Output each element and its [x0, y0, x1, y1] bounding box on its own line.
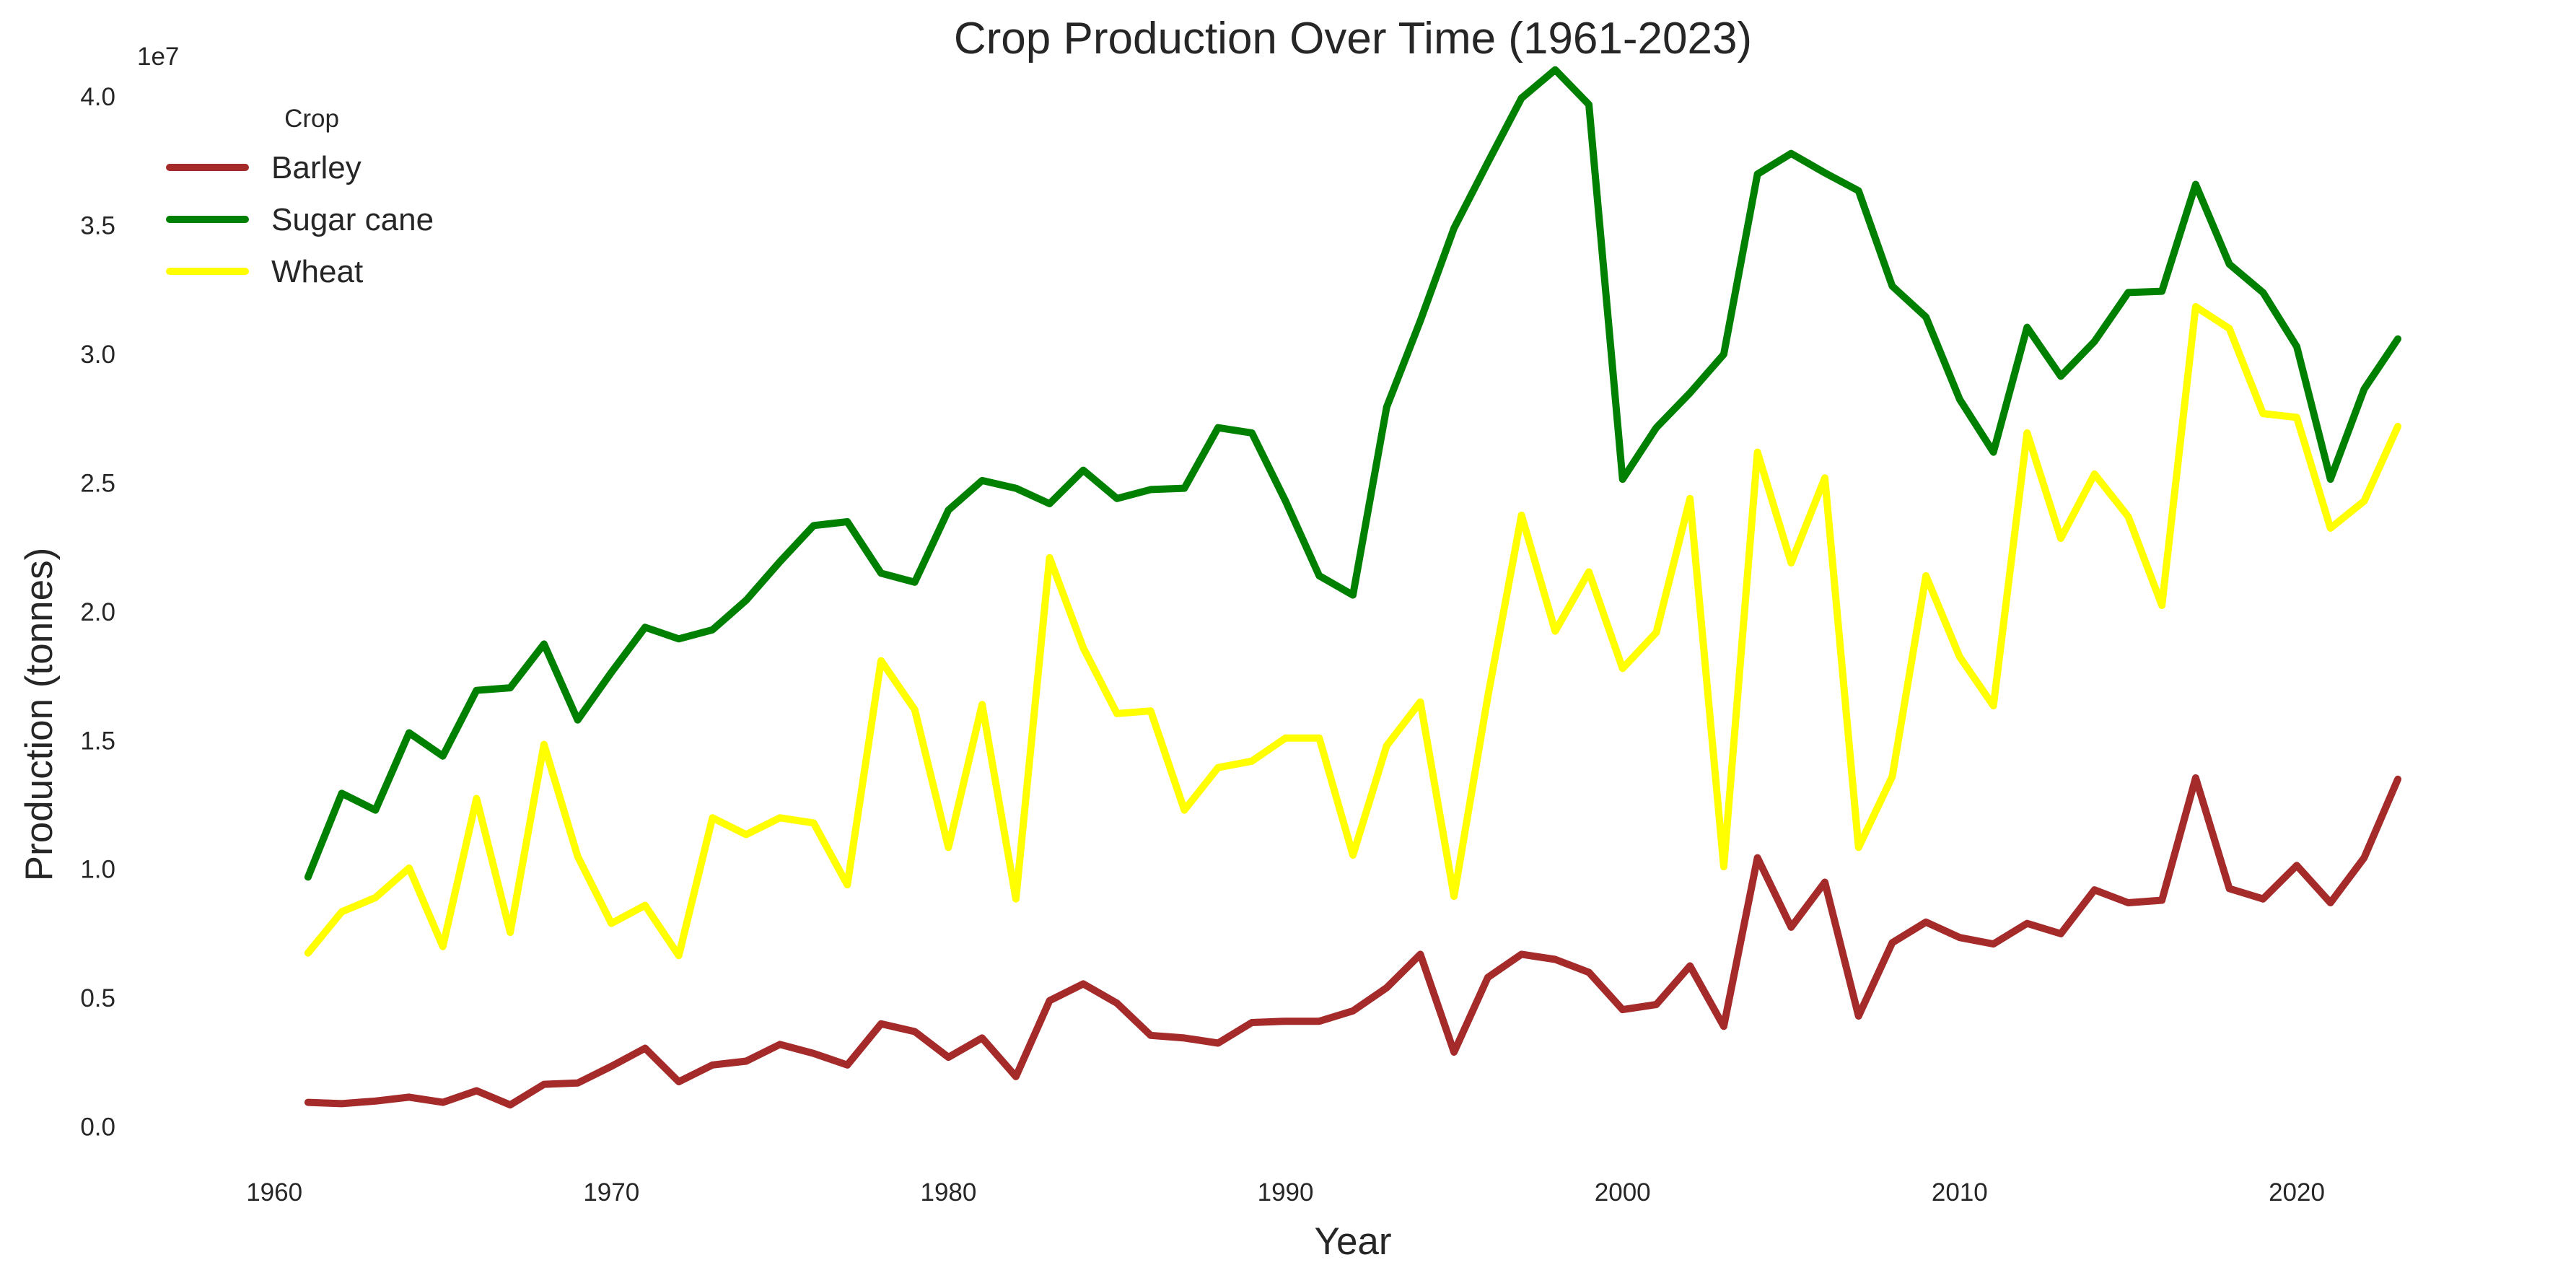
legend-label-wheat: Wheat	[271, 254, 363, 289]
series-line-barley	[304, 774, 2402, 1109]
legend-title: Crop	[284, 105, 339, 133]
y-tick-label-3.5: 3.5	[80, 212, 115, 240]
series-line-wheat	[304, 303, 2402, 960]
x-tick-label-2000: 2000	[1595, 1178, 1651, 1207]
y-tick-label-0.5: 0.5	[80, 984, 115, 1012]
y-axis-label: Production (tonnes)	[18, 548, 61, 882]
y-tick-label-2.5: 2.5	[80, 469, 115, 497]
y-tick-label-1.5: 1.5	[80, 727, 115, 755]
legend-label-barley: Barley	[271, 150, 362, 185]
y-tick-labels: 0.0 0.5 1.0 1.5 2.0 2.5 3.0 3.5 4.0	[80, 83, 115, 1141]
x-tick-label-1990: 1990	[1258, 1178, 1314, 1207]
x-tick-label-1960: 1960	[246, 1178, 302, 1207]
x-tick-label-1970: 1970	[583, 1178, 639, 1207]
y-tick-label-2.0: 2.0	[80, 598, 115, 626]
x-tick-label-2020: 2020	[2269, 1178, 2325, 1207]
legend-items: Barley Sugar cane Wheat	[166, 150, 434, 289]
chart-title: Crop Production Over Time (1961-2023)	[954, 14, 1752, 64]
series-line-sugar-cane	[304, 66, 2402, 881]
y-tick-label-4.0: 4.0	[80, 83, 115, 111]
x-tick-labels: 1960 1970 1980 1990 2000 2010 2020	[246, 1178, 2325, 1207]
x-axis-label: Year	[1314, 1220, 1391, 1263]
y-axis-offset-label: 1e7	[137, 43, 179, 71]
y-tick-label-3.0: 3.0	[80, 341, 115, 369]
legend: Crop Barley Sugar cane Wheat	[166, 105, 434, 289]
series-lines	[304, 66, 2402, 1109]
y-tick-label-1.0: 1.0	[80, 856, 115, 884]
x-tick-label-2010: 2010	[1932, 1178, 1988, 1207]
x-tick-label-1980: 1980	[920, 1178, 976, 1207]
legend-label-sugar-cane: Sugar cane	[271, 202, 434, 237]
y-tick-label-0.0: 0.0	[80, 1113, 115, 1141]
